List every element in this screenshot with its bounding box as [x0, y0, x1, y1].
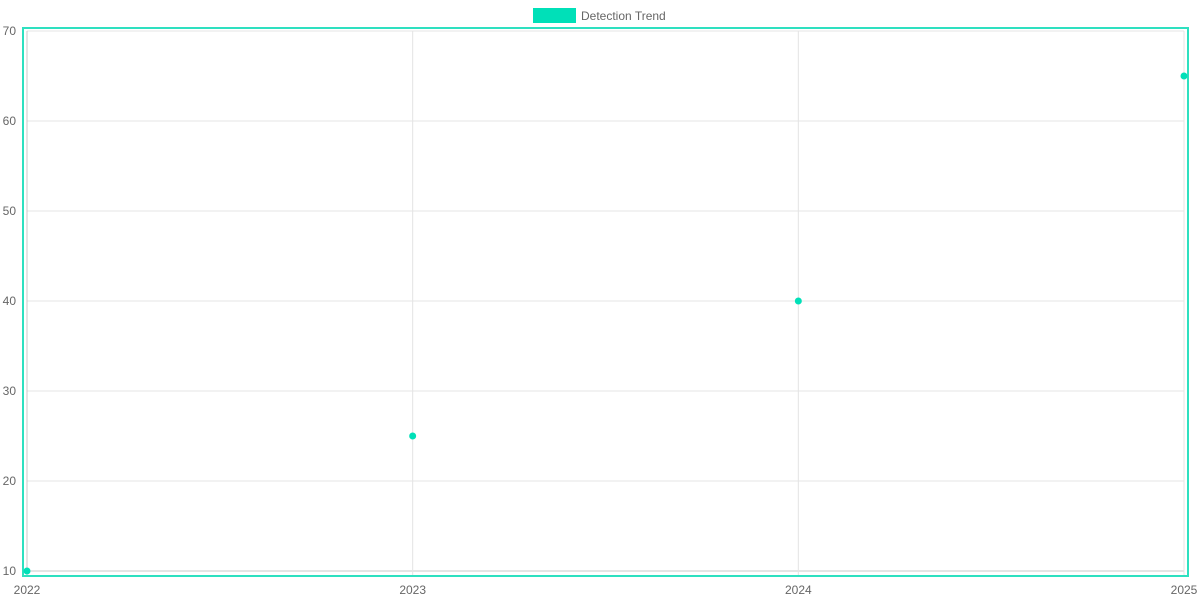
y-tick-label: 20: [3, 474, 17, 488]
y-tick-label: 30: [3, 384, 17, 398]
x-tick-label: 2024: [785, 583, 812, 597]
y-tick-label: 70: [3, 24, 17, 38]
y-tick-label: 60: [3, 114, 17, 128]
x-tick-label: 2022: [14, 583, 41, 597]
y-tick-label: 10: [3, 564, 17, 578]
data-point-2025[interactable]: [1180, 72, 1188, 80]
y-tick-label: 50: [3, 204, 17, 218]
x-tick-label: 2023: [399, 583, 426, 597]
x-tick-label: 2025: [1171, 583, 1198, 597]
series-points: [23, 72, 1188, 575]
chart-area-border: [22, 27, 1189, 577]
y-tick-label: 40: [3, 294, 17, 308]
data-point-2023[interactable]: [409, 432, 417, 440]
y-axis: 10 20 30 40 50 60 70: [3, 24, 17, 578]
grid: [26, 30, 1185, 576]
data-point-2022[interactable]: [23, 567, 31, 575]
data-point-2024[interactable]: [794, 297, 802, 305]
legend-swatch: [533, 8, 576, 23]
x-axis: 2022 2023 2024 2025: [14, 583, 1198, 597]
legend[interactable]: Detection Trend: [533, 8, 666, 23]
legend-label: Detection Trend: [581, 9, 666, 23]
